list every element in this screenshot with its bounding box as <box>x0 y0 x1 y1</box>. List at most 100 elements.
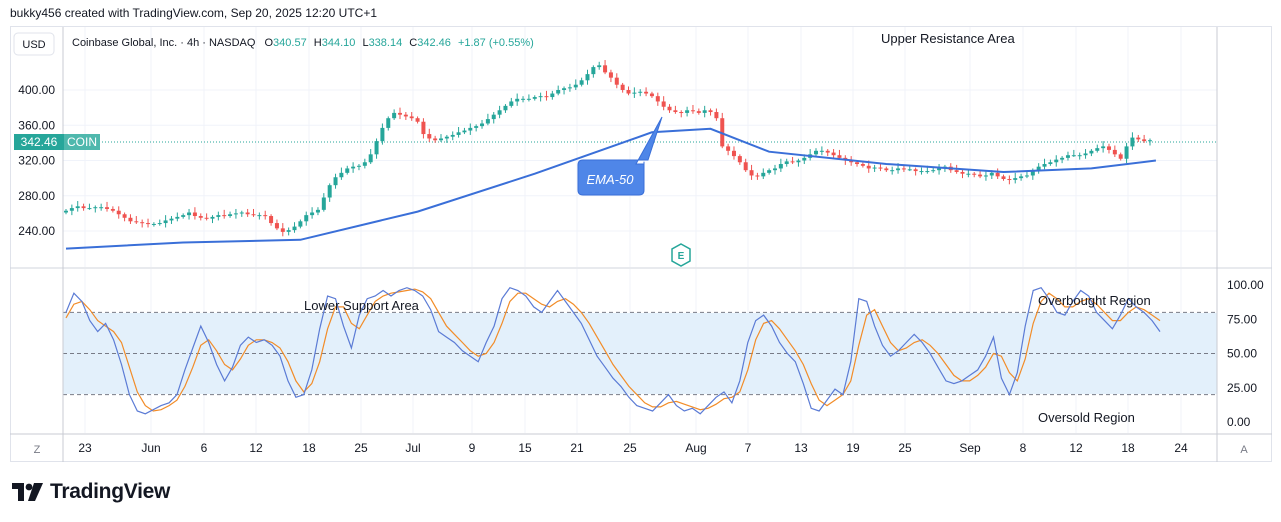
candle-body <box>679 112 684 114</box>
candle-body <box>93 207 98 209</box>
candle-body <box>110 208 115 211</box>
candle-body <box>134 221 139 223</box>
candle-body <box>573 84 578 88</box>
upper-resistance-label: Upper Resistance Area <box>881 31 1015 46</box>
candle-body <box>503 105 508 111</box>
candle-body <box>403 114 408 117</box>
candle-body <box>954 170 959 172</box>
candle-body <box>292 226 297 231</box>
candle-body <box>1024 175 1029 177</box>
candle-body <box>702 110 707 113</box>
high-value: 344.10 <box>322 37 356 49</box>
candle-body <box>421 121 426 135</box>
candle-body <box>157 223 162 225</box>
candle-body <box>333 177 338 186</box>
instrument-name: Coinbase Global, Inc. · 4h · NASDAQ <box>72 37 256 49</box>
candle-body <box>550 93 555 98</box>
overbought-label: Overbought Region <box>1038 293 1151 308</box>
candle-body <box>796 160 801 163</box>
time-tick-label: 18 <box>302 441 316 455</box>
stochastic-d-line <box>65 288 1161 412</box>
candle-body <box>825 150 830 153</box>
candle-body <box>509 101 514 106</box>
candle-body <box>280 228 285 232</box>
candle-body <box>901 168 906 170</box>
candle-body <box>544 96 549 98</box>
candle-body <box>439 138 444 141</box>
candle-body <box>397 112 402 115</box>
price-tag-value: 342.46 <box>21 135 58 149</box>
time-tick-label: 8 <box>1020 441 1027 455</box>
candle-body <box>298 221 303 227</box>
candle-body <box>814 150 819 155</box>
candle-body <box>181 215 186 217</box>
candle-body <box>286 230 291 232</box>
time-tick-label: 19 <box>846 441 860 455</box>
candle-body <box>591 67 596 75</box>
candle-body <box>690 110 695 112</box>
candle-body <box>743 162 748 171</box>
price-tick-label: 320.00 <box>18 154 55 168</box>
candle-body <box>198 216 203 218</box>
currency-button[interactable] <box>13 32 55 56</box>
time-tick-label: 7 <box>745 441 752 455</box>
candle-body <box>1124 146 1129 159</box>
change-value: +1.87 (+0.55%) <box>458 37 534 49</box>
stochastic-axis[interactable]: 100.00 75.00 50.00 25.00 0.00 <box>1227 278 1264 429</box>
candle-body <box>872 167 877 169</box>
candle-body <box>146 223 151 225</box>
candle-body <box>468 127 473 131</box>
candle-body <box>450 134 455 137</box>
earnings-marker[interactable]: E <box>671 243 691 267</box>
candle-body <box>233 213 238 215</box>
candle-body <box>415 118 420 122</box>
candle-body <box>919 171 924 173</box>
candle-body <box>708 110 713 113</box>
candle-body <box>726 146 731 151</box>
time-tick-label: 18 <box>1121 441 1135 455</box>
time-axis[interactable]: 23 Jun 6 12 18 25 Jul 9 15 21 25 Aug 7 13 19 25 Sep 8 12 18… <box>78 441 1188 455</box>
auto-zoom-button[interactable]: Z <box>34 444 41 456</box>
candle-body <box>661 101 666 107</box>
candle-body <box>380 127 385 142</box>
time-tick-label: 12 <box>1069 441 1083 455</box>
lower-support-label: Lower Support Area <box>304 298 420 313</box>
earnings-marker-label: E <box>678 251 685 262</box>
tradingview-logo[interactable]: TradingView <box>12 480 170 504</box>
time-tick-label: 25 <box>354 441 368 455</box>
candle-body <box>620 84 625 90</box>
auto-scale-button[interactable]: A <box>1240 444 1248 456</box>
candle-body <box>896 168 901 171</box>
ema-callout[interactable]: EMA-50 <box>577 116 663 196</box>
candle-body <box>696 111 701 113</box>
candle-body <box>251 214 256 216</box>
candle-body <box>655 96 660 102</box>
time-tick-label: 12 <box>249 441 263 455</box>
candle-body <box>485 119 490 124</box>
price-tick-label: 280.00 <box>18 189 55 203</box>
chart-frame <box>10 26 1272 462</box>
candle-body <box>1042 164 1047 167</box>
chart-credit: bukky456 created with TradingView.com, S… <box>10 6 378 20</box>
candle-body <box>433 138 438 141</box>
time-tick-label: Aug <box>685 441 706 455</box>
candle-body <box>216 215 221 217</box>
candle-body <box>526 98 531 100</box>
price-axis[interactable]: 400.00 360.00 320.00 280.00 240.00 <box>18 83 55 238</box>
candle-body <box>480 123 485 127</box>
candle-body <box>866 165 871 169</box>
time-tick-label: 15 <box>518 441 532 455</box>
currency-button-label: USD <box>22 39 45 51</box>
candle-body <box>239 212 244 214</box>
candle-body <box>585 74 590 81</box>
candle-body <box>392 112 397 119</box>
candle-body <box>1007 179 1012 181</box>
candle-body <box>1071 155 1076 157</box>
candle-body <box>474 126 479 128</box>
candle-body <box>855 162 860 165</box>
candle-body <box>1065 155 1070 158</box>
candle-body <box>1048 162 1053 165</box>
candle-body <box>1077 155 1082 157</box>
candle-body <box>1013 178 1018 180</box>
